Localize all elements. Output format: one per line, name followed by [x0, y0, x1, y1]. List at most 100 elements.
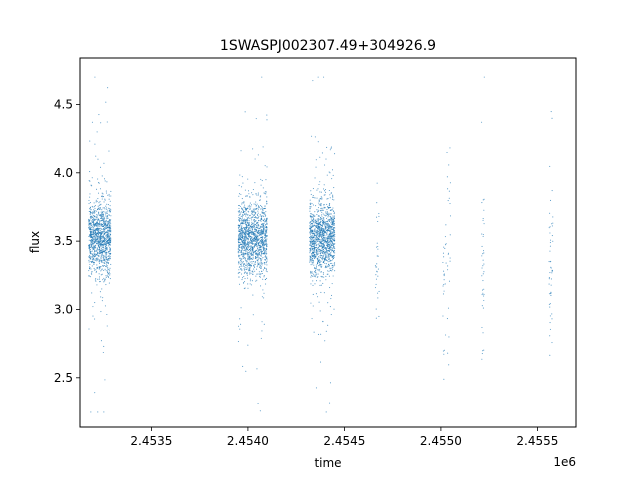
data-point: [101, 175, 103, 177]
data-point: [244, 237, 246, 239]
data-point: [256, 368, 258, 370]
data-point: [242, 243, 244, 245]
data-point: [442, 315, 444, 317]
data-point: [322, 207, 324, 209]
data-point: [95, 271, 97, 273]
data-point: [332, 231, 334, 233]
data-point: [88, 221, 90, 223]
data-point: [315, 234, 317, 236]
data-point: [253, 265, 255, 267]
data-point: [323, 239, 326, 241]
data-point: [334, 264, 336, 266]
data-point: [481, 267, 483, 269]
data-point: [322, 227, 324, 229]
data-point: [240, 263, 242, 266]
data-point: [246, 266, 248, 268]
data-point: [325, 275, 327, 277]
data-point: [314, 219, 316, 221]
data-point: [325, 221, 327, 223]
data-point: [326, 224, 328, 226]
data-point: [325, 248, 328, 250]
data-point: [310, 230, 312, 232]
data-point: [255, 253, 257, 255]
data-point: [240, 259, 242, 261]
data-point: [247, 255, 249, 257]
data-point: [316, 189, 318, 191]
data-point: [326, 238, 328, 240]
data-point: [322, 225, 324, 228]
data-point: [260, 228, 262, 230]
data-point: [328, 237, 330, 239]
data-point: [100, 219, 102, 221]
data-point: [98, 231, 100, 233]
data-point: [246, 226, 248, 228]
data-point: [319, 262, 321, 264]
data-point: [261, 239, 263, 241]
data-point: [333, 243, 335, 245]
data-point: [328, 214, 330, 216]
data-point: [314, 257, 316, 259]
data-point: [88, 248, 91, 250]
data-point: [311, 258, 314, 260]
data-point: [260, 241, 262, 243]
data-point: [253, 235, 255, 237]
data-point: [256, 207, 258, 209]
data-point: [254, 257, 256, 260]
data-point: [327, 226, 329, 228]
data-point: [241, 269, 243, 271]
data-point: [106, 238, 108, 240]
data-point: [264, 215, 266, 217]
data-point: [327, 270, 329, 272]
data-point: [246, 221, 248, 223]
data-point: [328, 256, 330, 258]
data-point: [311, 220, 313, 222]
data-point: [255, 234, 257, 236]
data-point: [97, 411, 99, 413]
data-point: [99, 221, 101, 223]
data-point: [240, 238, 242, 240]
data-point: [329, 235, 331, 237]
data-point: [241, 227, 244, 230]
data-point: [109, 258, 111, 260]
data-point: [255, 236, 257, 238]
data-point: [317, 215, 319, 217]
data-point: [97, 251, 99, 253]
data-point: [249, 245, 251, 247]
data-point: [263, 247, 265, 249]
data-point: [315, 159, 317, 161]
data-point: [108, 236, 110, 238]
data-point: [448, 336, 450, 338]
data-point: [324, 207, 326, 209]
data-point: [89, 254, 91, 257]
data-point: [101, 192, 103, 194]
data-point: [93, 224, 95, 226]
data-point: [311, 226, 313, 229]
data-point: [246, 245, 249, 247]
data-point: [89, 249, 91, 252]
data-point: [106, 224, 108, 226]
data-point: [266, 196, 268, 198]
data-point: [244, 219, 246, 221]
data-point: [101, 198, 103, 200]
data-point: [100, 257, 102, 259]
data-point: [257, 254, 259, 256]
data-point: [333, 232, 335, 234]
data-point: [312, 214, 314, 216]
data-point: [260, 231, 262, 233]
data-point: [260, 260, 262, 262]
data-point: [250, 232, 252, 234]
data-point: [329, 269, 331, 271]
data-point: [262, 219, 264, 221]
data-point: [333, 240, 336, 242]
data-point: [253, 239, 255, 241]
data-point: [91, 271, 93, 273]
data-point: [100, 257, 102, 259]
data-point: [108, 268, 110, 270]
data-point: [310, 223, 312, 225]
data-point: [331, 231, 333, 234]
data-point: [264, 263, 266, 265]
data-point: [102, 196, 105, 198]
data-point: [93, 248, 95, 250]
data-point: [482, 219, 484, 221]
data-point: [318, 246, 320, 248]
